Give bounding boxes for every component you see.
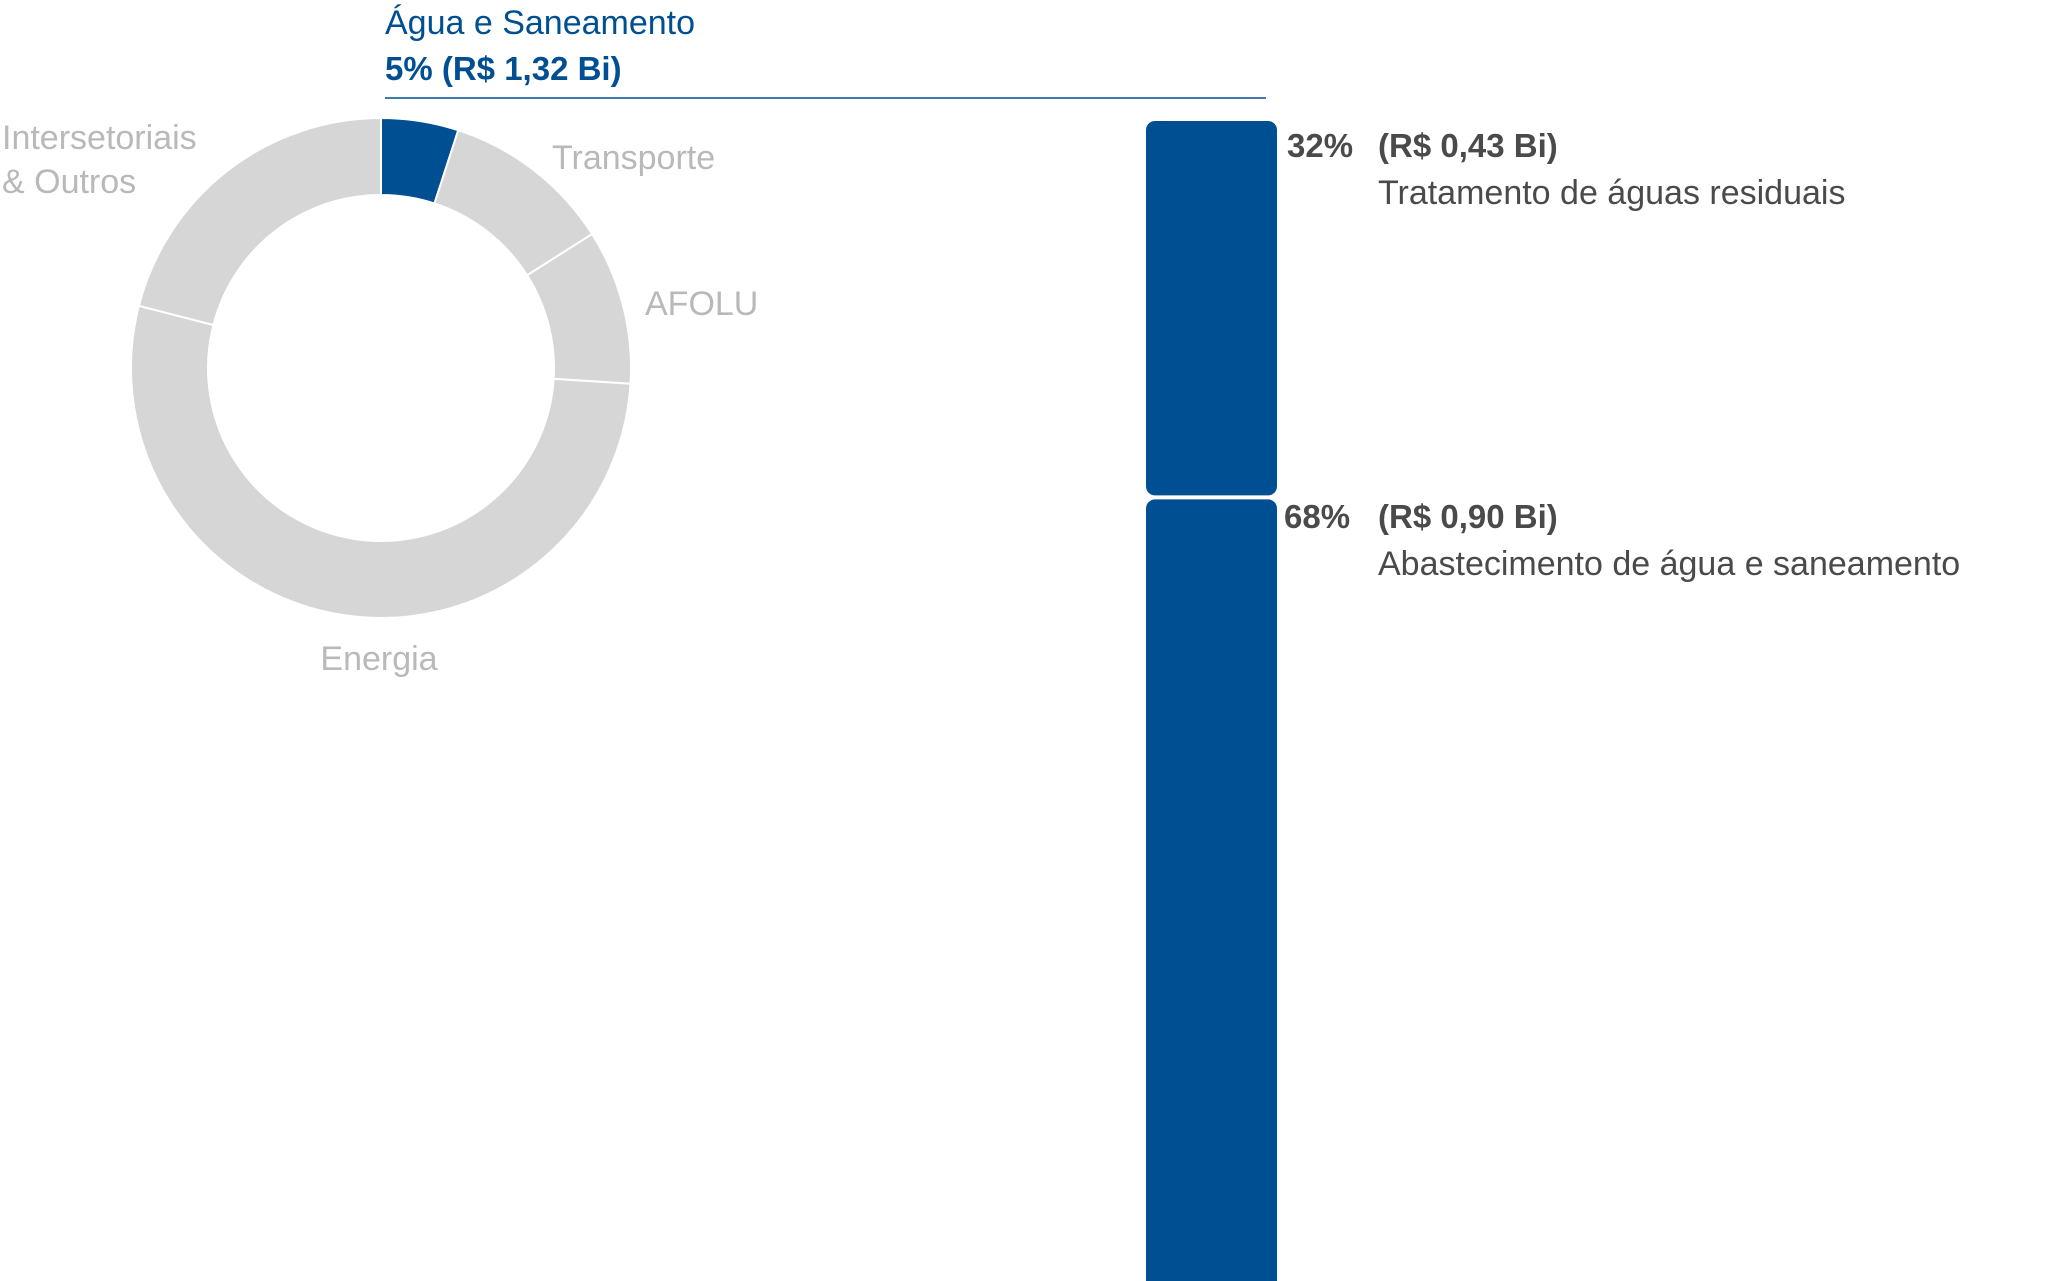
bar-segment-1: [1146, 121, 1277, 496]
donut-slice-energia: [130, 304, 632, 619]
highlight-slice-value: 5% (R$ 1,32 Bi): [385, 50, 622, 87]
breakdown-bar: [1146, 121, 1277, 1281]
donut-chart: [130, 116, 632, 619]
bar-segment-2-amount: (R$ 0,90 Bi): [1378, 498, 1558, 535]
bar-segment-2-percent: 68%: [1284, 498, 1350, 535]
highlight-slice-label: Água e Saneamento: [385, 4, 695, 42]
slice-label-intersetoriais-line1: Intersetoriais: [2, 119, 197, 157]
donut-slice-intersetoriais-outros: [137, 116, 382, 327]
slice-label-energia: Energia: [320, 640, 437, 678]
slice-label-intersetoriais-line2: & Outros: [2, 163, 136, 201]
bar-segment-1-amount: (R$ 0,43 Bi): [1378, 127, 1558, 164]
bar-segment-2-label: Abastecimento de água e saneamento: [1378, 545, 1960, 583]
bar-segment-1-percent: 32%: [1287, 127, 1353, 164]
slice-label-afolu: AFOLU: [645, 285, 758, 323]
slice-label-transporte: Transporte: [552, 139, 715, 177]
bar-segment-1-label: Tratamento de águas residuais: [1378, 174, 1845, 212]
bar-segment-2: [1146, 499, 1277, 1281]
